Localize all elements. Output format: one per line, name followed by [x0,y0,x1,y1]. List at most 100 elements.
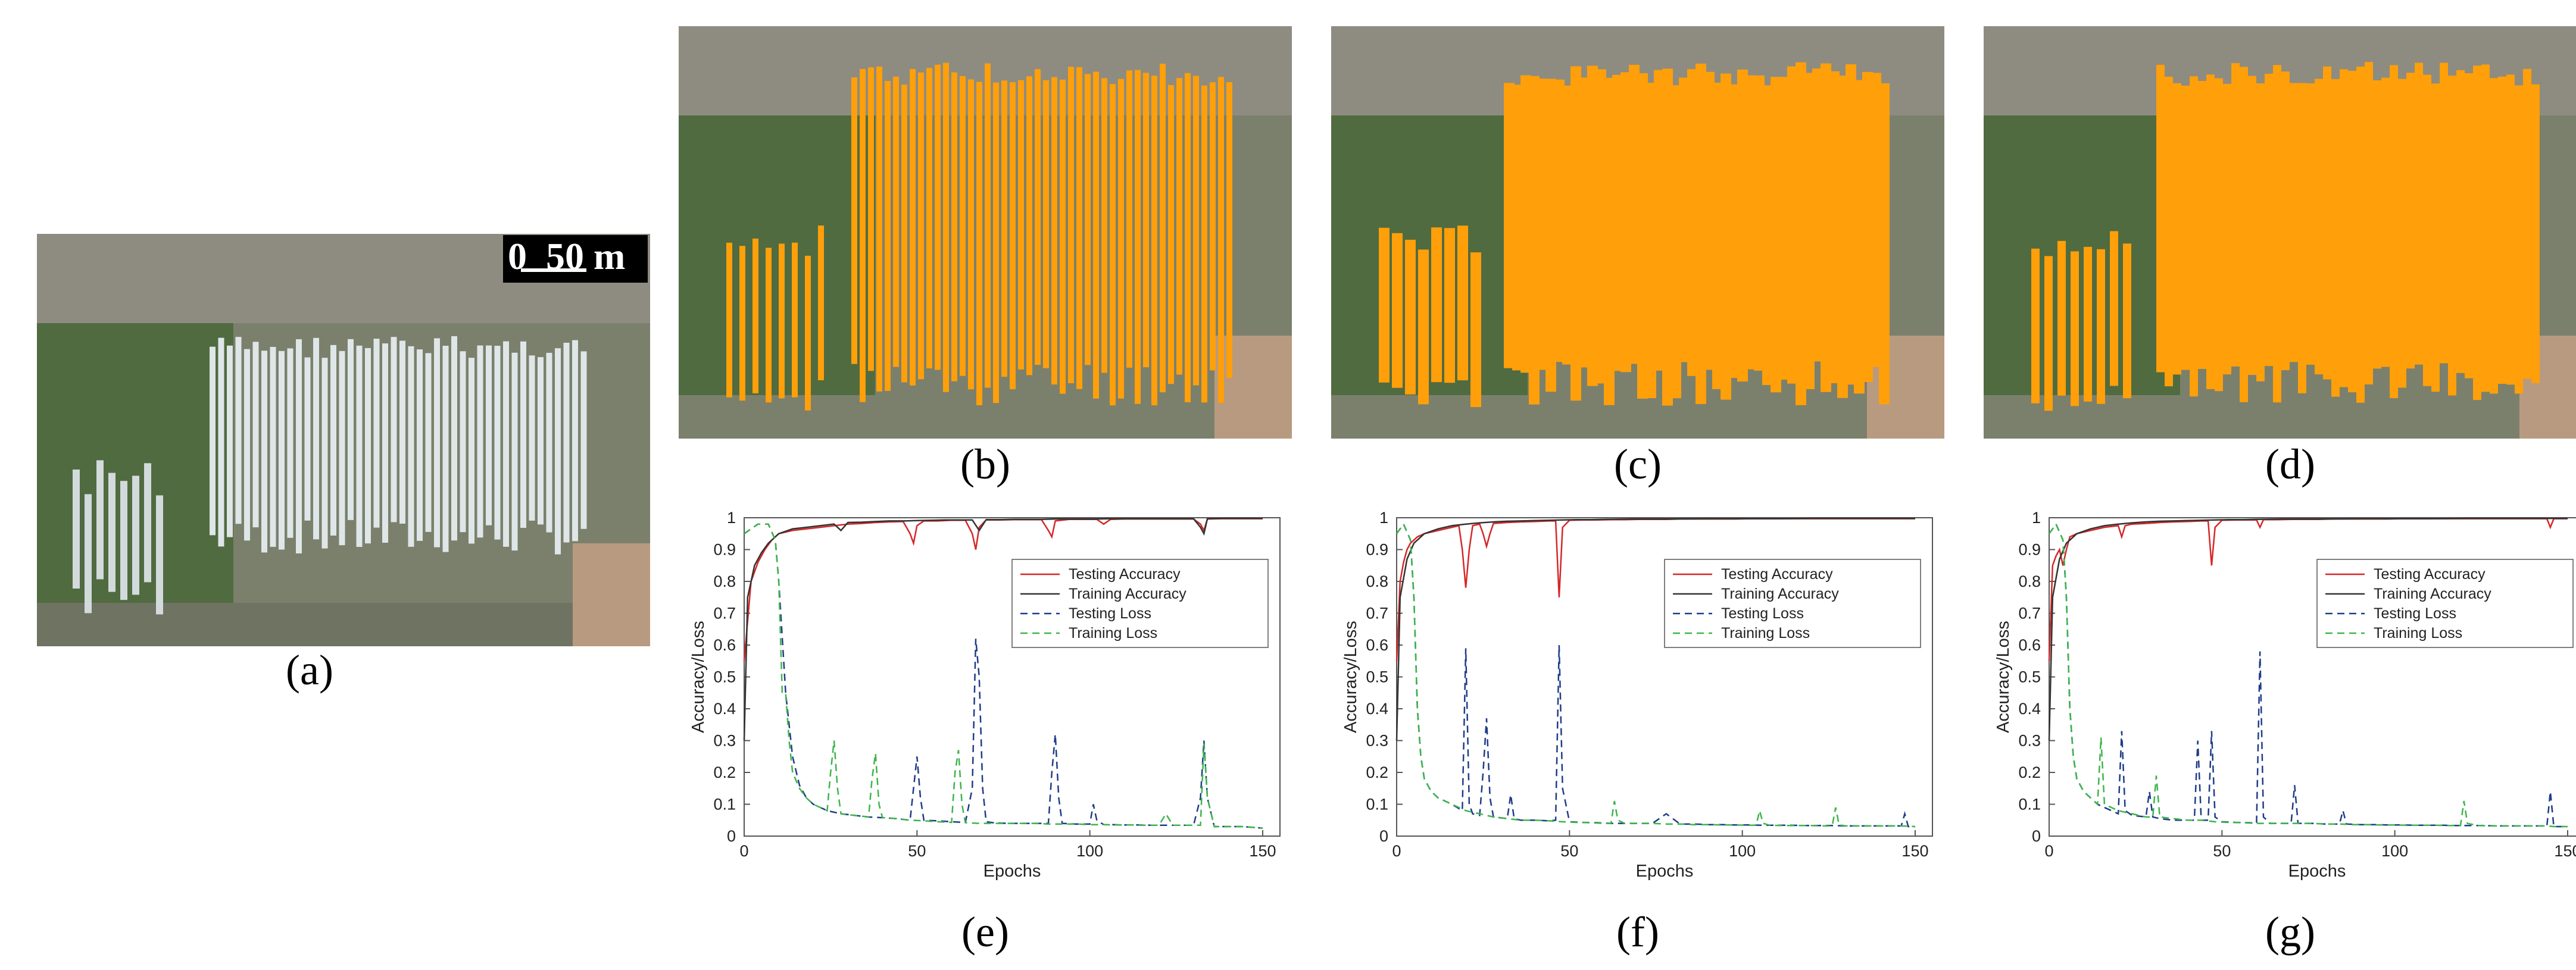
scale-bar: 0 50 m [503,235,648,283]
scale-bar-line [521,268,586,272]
overlay-row [1193,76,1199,386]
greenhouse-row [227,345,233,537]
x-tick-label: 100 [2381,842,2408,860]
caption-b: (b) [960,440,1010,488]
x-tick-label: 50 [2213,842,2231,860]
overlay-row [1712,82,1723,389]
overlay-row [1654,70,1665,371]
greenhouse-row [373,339,380,528]
greenhouse-row [339,351,345,546]
segmentation-image-c [1331,26,1944,439]
overlay-row [1812,68,1823,362]
y-tick-label: 0.5 [2018,668,2041,686]
overlay-row [2231,63,2240,367]
overlay-row [1529,76,1540,405]
y-tick-label: 0.9 [2018,541,2041,559]
overlay-row [2071,251,2079,406]
y-tick-label: 0.4 [2018,700,2041,718]
y-axis-label: Accuracy/Loss [1994,621,2013,733]
overlay-row [1026,76,1032,376]
greenhouse-row [210,346,216,536]
overlay-row [1696,63,1706,404]
overlay-row [2423,74,2431,386]
y-tick-label: 0.5 [713,668,736,686]
overlay-row [1879,83,1890,405]
overlay-row [1604,77,1615,405]
overlay-row [1076,67,1082,389]
greenhouse-row [279,351,285,550]
overlay-row [976,82,982,405]
overlay-row [2365,62,2373,385]
greenhouse-row [399,340,405,524]
greenhouse-row [494,346,501,540]
overlay-row [1837,76,1848,398]
overlay-row [2181,85,2190,370]
greenhouse-row [304,357,311,521]
overlay-row [1018,80,1024,370]
y-tick-label: 0.1 [2018,796,2041,813]
overlay-row [901,85,907,383]
x-tick-label: 0 [1392,842,1401,860]
y-axis-label: Accuracy/Loss [1341,621,1360,733]
y-tick-label: 0.1 [1366,796,1388,813]
overlay-row [818,225,824,380]
overlay-row [726,242,732,398]
greenhouse-row [356,345,363,547]
overlay-row [1821,63,1831,392]
overlay-row [2156,64,2165,373]
overlay-row [1392,233,1403,388]
greenhouse-row [244,349,250,541]
overlay-row [1470,252,1481,408]
overlay-row [1704,71,1715,370]
overlay-row [1035,69,1041,365]
overlay-row [1854,80,1865,394]
segmentation-image-b [679,26,1292,439]
overlay-row [2523,68,2531,379]
overlay-row [2198,81,2206,369]
overlay-row [1687,69,1698,376]
y-axis-label: Accuracy/Loss [689,621,708,733]
segmentation-image-c-art [1331,26,1944,439]
greenhouse-row [486,345,492,525]
legend-label: Training Loss [1721,625,1810,642]
overlay-row [1787,66,1798,384]
greenhouse-row [365,348,371,544]
overlay-row [2531,84,2540,383]
overlay-row [2390,65,2398,399]
y-tick-label: 0.3 [2018,732,2041,750]
greenhouse-row [391,337,397,522]
overlay-row [1671,85,1681,399]
overlay-row [2498,76,2506,384]
overlay-row [2440,62,2448,364]
segmentation-image-d-art [1984,26,2576,439]
y-tick-label: 0.6 [2018,636,2041,654]
legend-label: Testing Loss [1721,605,1804,622]
overlay-row [1185,73,1191,402]
overlay-row [1537,79,1548,370]
y-tick-label: 0.3 [1366,732,1388,750]
legend-label: Training Accuracy [1721,586,1839,602]
legend-label: Testing Accuracy [2374,566,2486,583]
overlay-row [968,79,974,390]
y-tick-label: 0.7 [1366,605,1388,622]
greenhouse-row [330,345,336,536]
greenhouse-row [96,460,104,580]
overlay-row [1737,69,1748,382]
greenhouse-row [156,495,163,615]
overlay-row [1060,79,1066,394]
overlay-row [2315,79,2323,375]
overlay-row [2123,243,2131,399]
series-line-training-loss [744,523,1263,829]
legend: Testing Accuracy Training Accuracy Testing… [1664,559,1921,648]
overlay-row [2084,246,2092,402]
overlay-row [1160,64,1166,393]
greenhouse-row [408,346,414,547]
overlay-row [1871,73,1881,367]
overlay-row [2356,66,2365,403]
greenhouse-row [434,338,440,547]
y-tick-label: 0 [727,827,736,845]
chart-f: 0 0.1 0.2 0.3 0.4 0.5 0.6 0.7 0.8 0.9 1 0 50 100 150 Ep… [1331,500,1944,905]
overlay-row [2306,83,2315,365]
overlay-row [1545,79,1556,392]
overlay-row [1110,84,1116,406]
